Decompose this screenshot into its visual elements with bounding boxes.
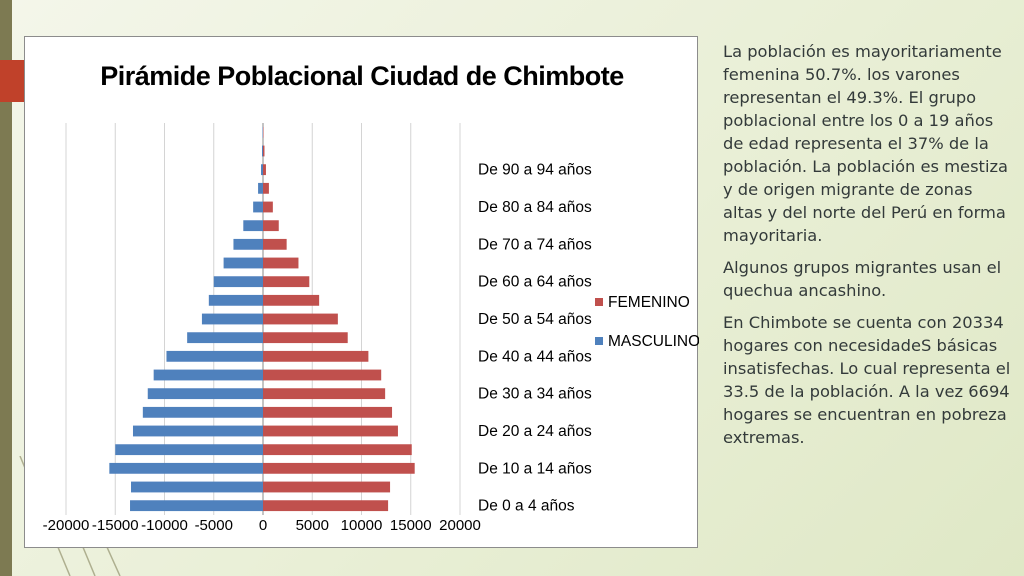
bar-masculino-10-14 <box>109 462 263 474</box>
accent-mark <box>0 60 24 102</box>
bar-masculino-100+ <box>262 126 264 138</box>
category-label: De 40 a 44 años <box>478 348 592 365</box>
bar-masculino-5-9 <box>131 481 263 493</box>
category-label: De 60 a 64 años <box>478 274 592 291</box>
x-tick-label: 0 <box>259 517 267 534</box>
bar-masculino-60-64 <box>213 276 263 288</box>
bar-masculino-0-4 <box>130 500 263 512</box>
population-pyramid-chart: -20000 -15000 -10000 -5000 0 5000 10000 15000 20… <box>43 123 699 534</box>
x-tick-label: 15000 <box>390 517 432 534</box>
x-tick-label: -5000 <box>195 517 233 534</box>
x-tick-label: -20000 <box>43 517 90 534</box>
category-label: De 90 a 94 años <box>478 162 592 179</box>
bar-femenino-55-59 <box>263 294 320 306</box>
bar-femenino-60-64 <box>263 276 310 288</box>
bar-femenino-65-69 <box>263 257 299 269</box>
bar-femenino-40-44 <box>263 350 369 362</box>
bar-masculino-50-54 <box>201 313 263 325</box>
bar-masculino-30-34 <box>147 388 263 400</box>
bar-femenino-90-94 <box>263 164 266 176</box>
bar-femenino-35-39 <box>263 369 382 381</box>
bar-femenino-45-49 <box>263 332 348 344</box>
bar-femenino-0-4 <box>263 500 389 512</box>
legend-label-femenino: FEMENINO <box>608 294 690 311</box>
bar-femenino-85-89 <box>263 182 269 194</box>
category-label: De 80 a 84 años <box>478 199 592 216</box>
chart-title: Pirámide Poblacional Ciudad de Chimbote <box>100 61 624 91</box>
bar-masculino-25-29 <box>142 406 263 418</box>
bar-masculino-40-44 <box>166 350 263 362</box>
x-tick-label: 20000 <box>439 517 481 534</box>
legend-swatch-masculino <box>595 337 603 345</box>
legend-swatch-femenino <box>595 298 603 306</box>
category-label: De 20 a 24 años <box>478 423 592 440</box>
left-frame-bar <box>0 0 12 576</box>
bar-masculino-85-89 <box>258 182 263 194</box>
bar-masculino-35-39 <box>153 369 263 381</box>
bar-femenino-100+ <box>263 126 264 138</box>
bar-masculino-65-69 <box>223 257 263 269</box>
x-tick-label: 10000 <box>341 517 383 534</box>
bar-masculino-55-59 <box>208 294 263 306</box>
bar-femenino-30-34 <box>263 388 386 400</box>
bar-masculino-45-49 <box>187 332 263 344</box>
bar-masculino-70-74 <box>233 238 263 250</box>
bar-femenino-50-54 <box>263 313 338 325</box>
paragraph-population: La población es mayoritariamente femenin… <box>723 42 1008 245</box>
bar-masculino-95-99 <box>262 145 263 157</box>
x-tick-label: 5000 <box>296 517 329 534</box>
bar-femenino-75-79 <box>263 220 279 232</box>
category-label: De 70 a 74 años <box>478 236 592 253</box>
bar-femenino-5-9 <box>263 481 391 493</box>
x-tick-label: -10000 <box>141 517 188 534</box>
bar-femenino-95-99 <box>263 145 265 157</box>
bar-masculino-80-84 <box>253 201 263 213</box>
category-label: De 50 a 54 años <box>478 311 592 328</box>
paragraph-quechua: Algunos grupos migrantes usan el quechua… <box>723 258 1002 300</box>
bar-masculino-20-24 <box>132 425 263 437</box>
bar-femenino-80-84 <box>263 201 273 213</box>
category-label: De 30 a 34 años <box>478 386 592 403</box>
bar-femenino-25-29 <box>263 406 393 418</box>
bar-femenino-70-74 <box>263 238 287 250</box>
bar-femenino-20-24 <box>263 425 398 437</box>
bar-femenino-10-14 <box>263 462 415 474</box>
bar-masculino-75-79 <box>243 220 263 232</box>
paragraph-households: En Chimbote se cuenta con 20334 hogares … <box>723 313 1011 447</box>
category-label: De 10 a 14 años <box>478 460 592 477</box>
side-text: La población es mayoritariamente femenin… <box>723 40 1015 458</box>
chart-panel: Pirámide Poblacional Ciudad de Chimbote … <box>24 36 699 548</box>
bar-femenino-15-19 <box>263 444 412 456</box>
legend-label-masculino: MASCULINO <box>608 333 699 350</box>
category-label: De 0 a 4 años <box>478 498 575 515</box>
bar-masculino-15-19 <box>115 444 263 456</box>
x-tick-label: -15000 <box>92 517 139 534</box>
bar-masculino-90-94 <box>261 164 263 176</box>
